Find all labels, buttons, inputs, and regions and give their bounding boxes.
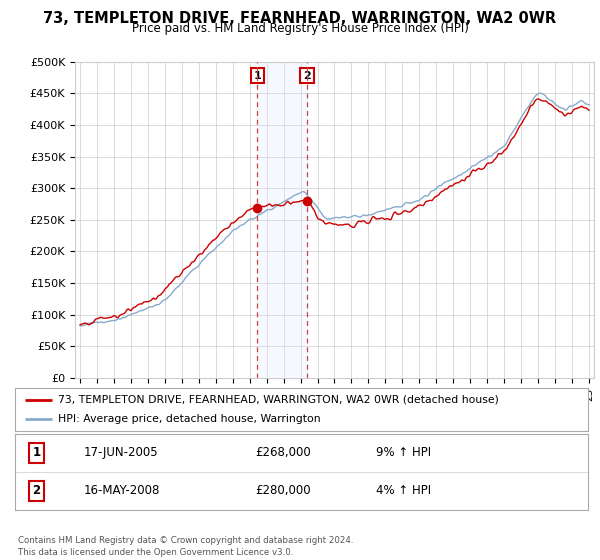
- Text: Price paid vs. HM Land Registry's House Price Index (HPI): Price paid vs. HM Land Registry's House …: [131, 22, 469, 35]
- Text: 2: 2: [303, 71, 311, 81]
- Text: £268,000: £268,000: [256, 446, 311, 459]
- Text: 1: 1: [32, 446, 40, 459]
- Text: 16-MAY-2008: 16-MAY-2008: [84, 484, 160, 497]
- Text: 17-JUN-2005: 17-JUN-2005: [84, 446, 158, 459]
- Text: £280,000: £280,000: [256, 484, 311, 497]
- Text: Contains HM Land Registry data © Crown copyright and database right 2024.
This d: Contains HM Land Registry data © Crown c…: [18, 536, 353, 557]
- Text: 4% ↑ HPI: 4% ↑ HPI: [376, 484, 431, 497]
- Text: 2: 2: [32, 484, 40, 497]
- Text: 1: 1: [254, 71, 262, 81]
- Text: 73, TEMPLETON DRIVE, FEARNHEAD, WARRINGTON, WA2 0WR (detached house): 73, TEMPLETON DRIVE, FEARNHEAD, WARRINGT…: [58, 395, 499, 405]
- Text: 9% ↑ HPI: 9% ↑ HPI: [376, 446, 431, 459]
- Bar: [257, 62, 307, 378]
- Text: 73, TEMPLETON DRIVE, FEARNHEAD, WARRINGTON, WA2 0WR: 73, TEMPLETON DRIVE, FEARNHEAD, WARRINGT…: [43, 11, 557, 26]
- Text: HPI: Average price, detached house, Warrington: HPI: Average price, detached house, Warr…: [58, 414, 320, 424]
